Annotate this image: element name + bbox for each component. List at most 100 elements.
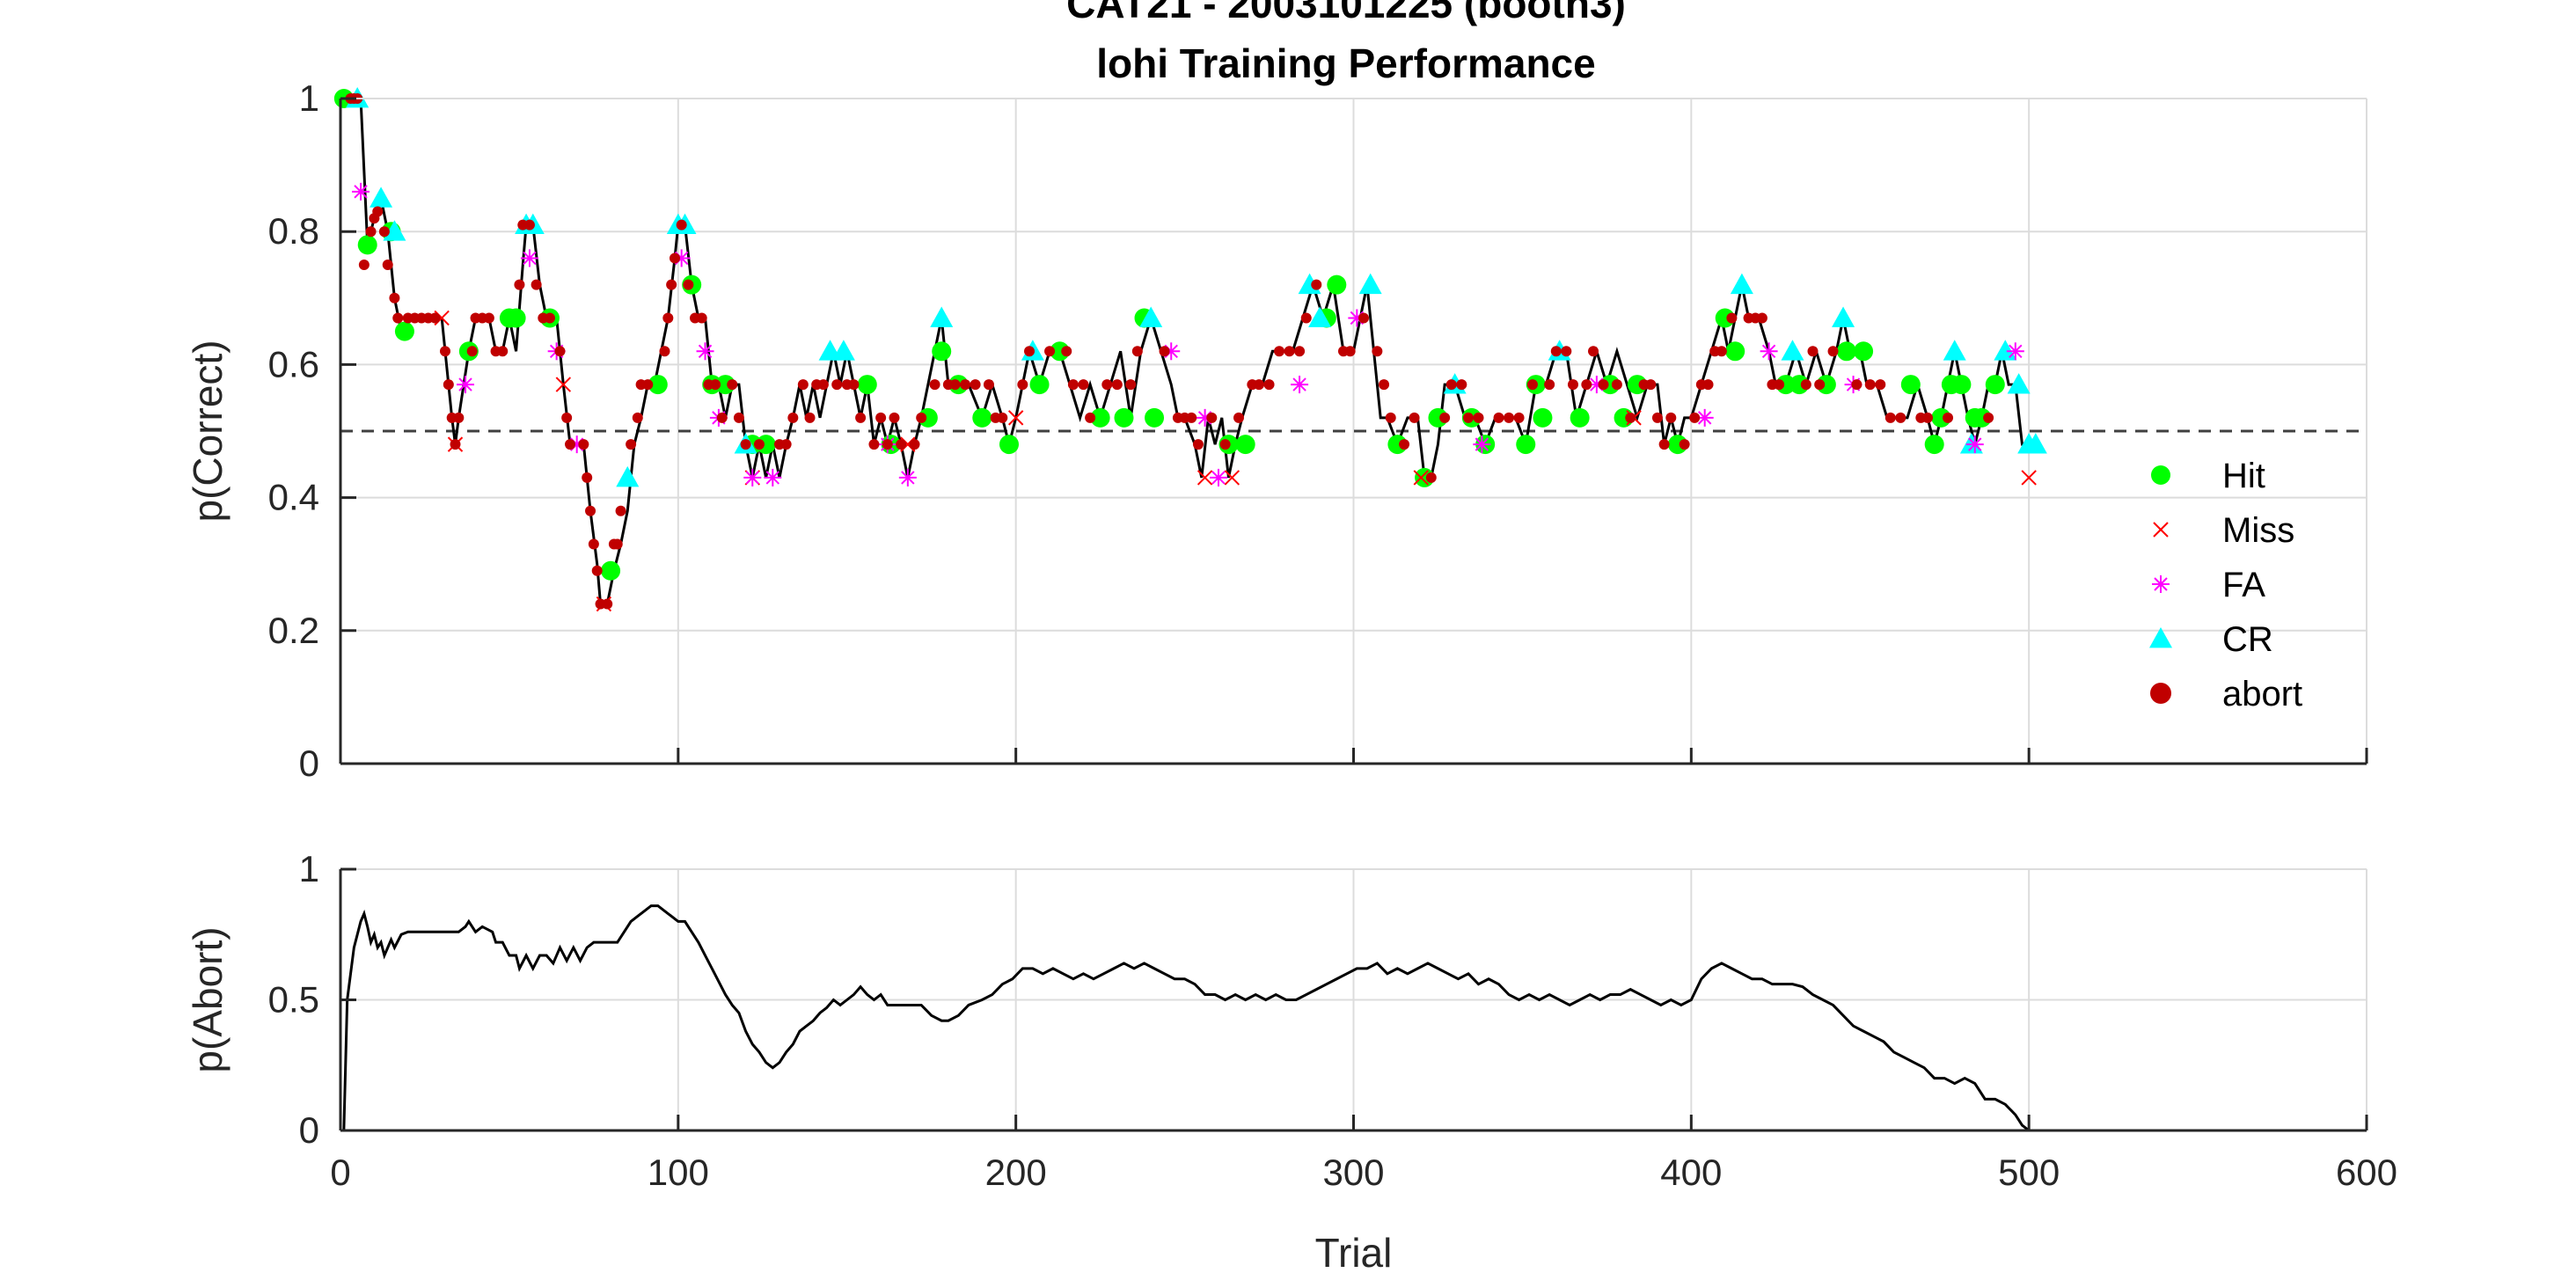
cr-marker — [1308, 306, 1332, 327]
abort-marker — [889, 412, 900, 423]
abort-marker — [585, 505, 596, 516]
miss-marker — [1224, 470, 1240, 486]
abort-marker — [683, 279, 694, 290]
bottom-axes: 0 100 200 300 400 500 600 0 0.5 1 p(Abort) Trial — [185, 848, 2397, 1273]
abort-marker — [1504, 412, 1515, 423]
hit-marker — [1900, 375, 1921, 395]
abort-marker — [1716, 346, 1727, 357]
abort-marker — [591, 565, 603, 576]
hit-marker — [1836, 341, 1856, 362]
x-tick-label: 400 — [1660, 1152, 1722, 1193]
fa-marker — [352, 182, 370, 201]
abort-marker — [1067, 379, 1079, 391]
y-tick-label: 0 — [299, 743, 319, 784]
abort-marker — [450, 439, 461, 450]
top-y-axis-label: p(Correct) — [185, 340, 231, 522]
miss-marker — [1007, 410, 1024, 426]
abort-marker — [466, 346, 478, 357]
cr-marker — [616, 465, 640, 487]
abort-marker — [848, 379, 860, 391]
miss-marker — [1413, 470, 1429, 486]
abort-marker — [1024, 346, 1036, 357]
fa-marker — [743, 468, 762, 487]
hit-marker — [932, 341, 952, 362]
fa-marker — [1760, 342, 1778, 361]
abort-marker — [1827, 346, 1839, 357]
abort-marker — [1379, 379, 1390, 391]
abort-marker — [1017, 379, 1028, 391]
hit-marker — [357, 235, 377, 255]
fa-marker — [1965, 435, 1984, 454]
hit-marker — [1985, 375, 2005, 395]
abort-marker — [1044, 346, 1056, 357]
abort-marker — [1192, 439, 1204, 450]
x-tick-label: 300 — [1322, 1152, 1384, 1193]
abort-marker — [1598, 379, 1609, 391]
abort-marker — [1473, 412, 1484, 423]
abort-marker — [696, 312, 707, 324]
hit-marker — [857, 375, 877, 395]
abort-marker — [1645, 379, 1657, 391]
abort-marker — [710, 379, 721, 391]
abort-marker — [1983, 412, 1994, 423]
abort-marker — [1111, 379, 1123, 391]
legend-swatch-cr — [2149, 627, 2172, 648]
fa-marker — [2006, 342, 2024, 361]
fa-marker — [1209, 468, 1227, 487]
abort-marker — [1513, 412, 1525, 423]
abort-marker — [642, 379, 654, 391]
legend-swatch-fa — [2152, 575, 2170, 593]
legend-label-fa: FA — [2222, 566, 2265, 604]
abort-marker — [578, 439, 589, 450]
abort-marker — [997, 412, 1008, 423]
cr-marker — [1943, 340, 1966, 361]
abort-marker — [1922, 412, 1934, 423]
x-tick-label: 600 — [2336, 1152, 2397, 1193]
cr-marker — [930, 306, 954, 327]
y-tick-label: 1 — [299, 848, 319, 889]
hit-marker — [999, 435, 1019, 455]
abort-marker — [780, 439, 792, 450]
fa-marker — [1473, 435, 1491, 454]
abort-marker — [392, 312, 404, 324]
abort-marker — [666, 279, 677, 290]
abort-marker — [611, 538, 623, 550]
abort-marker — [1756, 312, 1767, 324]
hit-marker — [1951, 375, 1972, 395]
hit-marker — [1029, 375, 1050, 395]
chart-subtitle: lohi Training Performance — [1096, 40, 1595, 86]
abort-marker — [1254, 379, 1265, 391]
fa-marker — [457, 376, 475, 394]
abort-marker — [1689, 412, 1701, 423]
hit-marker — [1725, 341, 1745, 362]
fa-marker — [898, 468, 917, 487]
abort-marker — [1385, 412, 1396, 423]
abort-marker — [1679, 439, 1690, 450]
x-tick-label: 0 — [330, 1152, 350, 1193]
abort-marker — [753, 439, 765, 450]
hit-marker — [394, 321, 414, 341]
abort-marker — [1294, 346, 1306, 357]
abort-marker — [1131, 346, 1143, 357]
abort-marker — [1399, 439, 1410, 450]
abort-marker — [1233, 412, 1244, 423]
abort-marker — [1456, 379, 1467, 391]
abort-marker — [929, 379, 940, 391]
abort-marker — [1159, 346, 1170, 357]
abort-marker — [626, 439, 637, 450]
trial-markers — [333, 87, 2047, 612]
abort-marker — [1463, 412, 1475, 423]
abort-marker — [1061, 346, 1072, 357]
abort-marker — [1125, 379, 1137, 391]
abort-marker — [514, 279, 525, 290]
abort-marker — [1895, 412, 1906, 423]
abort-marker — [1567, 379, 1578, 391]
p-abort-line — [340, 904, 2031, 1132]
miss-marker — [2021, 470, 2037, 486]
y-tick-label: 0.8 — [268, 210, 319, 252]
abort-marker — [659, 346, 670, 357]
hit-marker — [1516, 435, 1536, 455]
abort-marker — [1588, 346, 1599, 357]
cr-marker — [383, 220, 406, 241]
